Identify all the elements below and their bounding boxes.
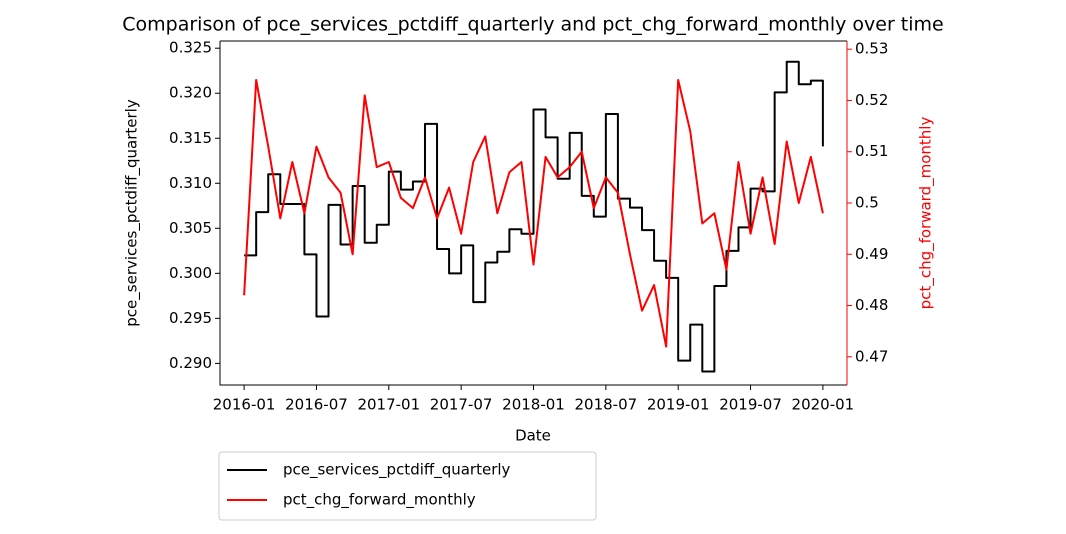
y2-tick-label: 0.49 [855,245,888,263]
y-tick-label: 0.305 [169,219,212,237]
y2-axis-label: pct_chg_forward_monthly [917,117,936,310]
y-tick-label: 0.300 [169,264,212,282]
y2-tick-label: 0.51 [855,142,888,160]
legend-label: pce_services_pctdiff_quarterly [283,461,511,480]
x-tick-label: 2018-07 [575,396,638,414]
y-tick-label: 0.290 [169,354,212,372]
x-tick-label: 2020-01 [792,396,855,414]
y-tick-label: 0.320 [169,84,212,102]
axes-frame [219,40,847,386]
legend-box [218,451,597,521]
x-tick-label: 2016-01 [213,396,276,414]
series-line [243,78,824,348]
x-tick-label: 2017-01 [357,396,420,414]
x-tick-label: 2017-07 [430,396,493,414]
chart-title: Comparison of pce_services_pctdiff_quart… [122,14,943,36]
y-tick-label: 0.315 [169,129,212,147]
y2-tick-label: 0.48 [855,296,888,314]
y-tick-label: 0.310 [169,174,212,192]
y-tick-label: 0.325 [169,39,212,57]
y2-tick-label: 0.47 [855,347,888,365]
x-tick-label: 2019-07 [719,396,782,414]
x-tick-label: 2018-01 [502,396,565,414]
series-line [244,60,824,373]
y2-tick-label: 0.52 [855,91,888,109]
legend-label: pct_chg_forward_monthly [283,491,476,510]
x-axis-label: Date [515,427,551,445]
y2-tick-label: 0.53 [855,40,888,58]
y-axis-label: pce_services_pctdiff_quarterly [123,99,142,327]
x-tick-label: 2016-07 [285,396,348,414]
x-tick-label: 2019-01 [647,396,710,414]
y2-tick-label: 0.5 [855,194,879,212]
y-tick-label: 0.295 [169,309,212,327]
